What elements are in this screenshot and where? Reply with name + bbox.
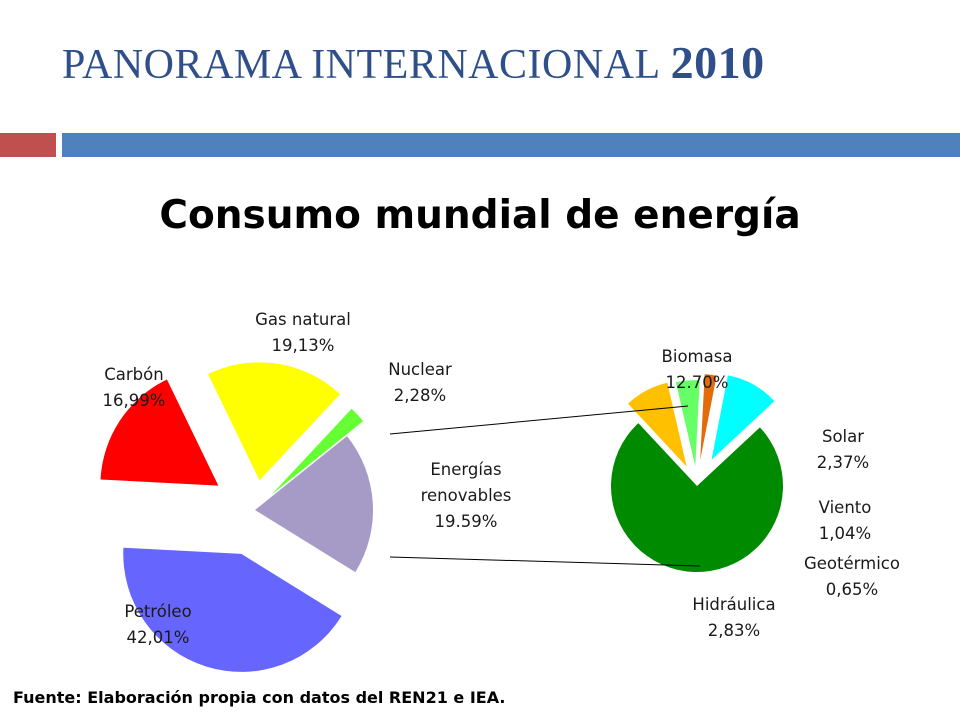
connector-line-top <box>389 405 689 435</box>
pie-slice-petroleo <box>123 547 342 672</box>
source-note: Fuente: Elaboración propia con datos del… <box>13 688 506 707</box>
header-accent-blue <box>62 133 960 157</box>
slide-title: PANORAMA INTERNACIONAL 2010 <box>62 36 765 89</box>
data-label-gas-natural: Gas natural 19,13% <box>255 310 351 355</box>
data-label-energias-renovables: Energías renovables 19.59% <box>421 460 512 531</box>
chart-title: Consumo mundial de energía <box>159 193 801 238</box>
pie-slice-geotermico <box>700 374 717 461</box>
data-label-viento: Viento 1,04% <box>819 498 872 543</box>
pie-slice-gas-natural <box>208 362 341 481</box>
data-label-carbon: Carbón 16,99% <box>103 365 166 410</box>
pie-slice-viento <box>675 380 700 467</box>
data-label-hidraulica: Hidráulica 2,83% <box>692 595 775 640</box>
pie-slice-carbon <box>100 379 219 486</box>
pie-slice-biomasa <box>611 423 784 572</box>
data-label-nuclear: Nuclear 2,28% <box>388 360 452 405</box>
data-label-petroleo: Petróleo 42,01% <box>124 602 191 647</box>
pie-slice-solar <box>628 382 687 467</box>
connector-line-bottom <box>389 556 701 567</box>
pie-slice-energias-renovables <box>255 436 374 573</box>
pie-slice-nuclear <box>271 408 364 496</box>
header-accent-red <box>0 133 56 157</box>
data-label-solar: Solar 2,37% <box>817 427 869 472</box>
slide-title-text: PANORAMA INTERNACIONAL <box>62 42 661 88</box>
slide-title-year: 2010 <box>670 37 765 88</box>
data-label-biomasa: Biomasa 12.70% <box>662 347 733 392</box>
data-label-geotermico: Geotérmico 0,65% <box>804 554 900 599</box>
pie-slice-hidraulica <box>711 375 775 460</box>
